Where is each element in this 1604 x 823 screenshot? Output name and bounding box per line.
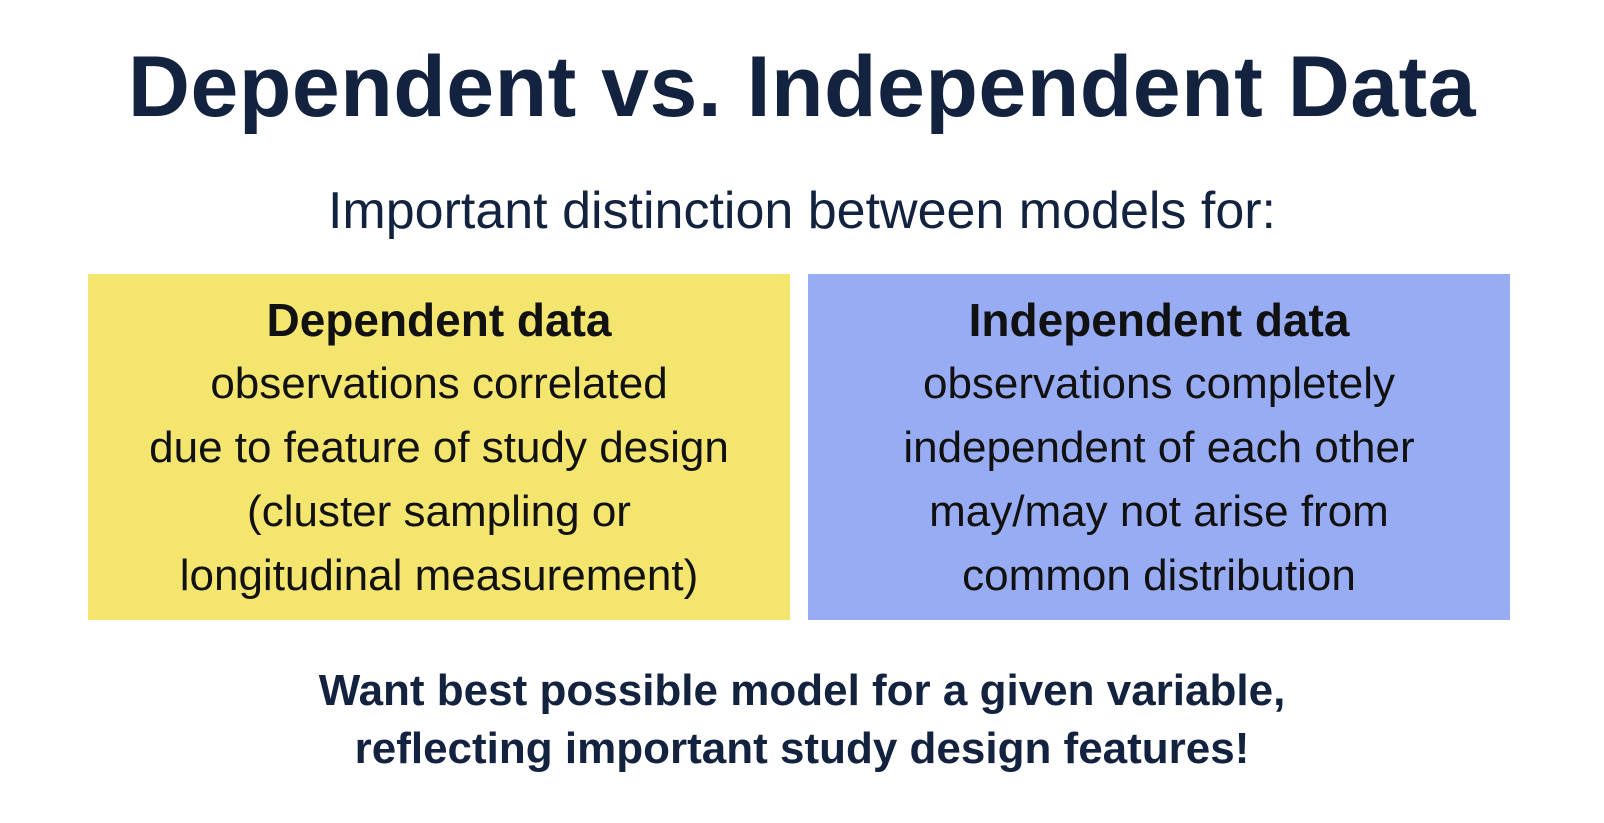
dependent-data-line: longitudinal measurement) bbox=[179, 551, 699, 600]
independent-data-box: Independent data observations completely… bbox=[808, 274, 1510, 620]
dependent-data-line: observations correlated bbox=[210, 359, 668, 408]
independent-data-line: may/may not arise from bbox=[929, 487, 1389, 536]
footer-line: reflecting important study design featur… bbox=[354, 724, 1250, 773]
independent-data-line: independent of each other bbox=[903, 423, 1415, 472]
independent-data-heading: Independent data bbox=[968, 294, 1350, 346]
dependent-data-line: due to feature of study design bbox=[149, 423, 729, 472]
dependent-data-box: Dependent data observations correlated d… bbox=[88, 274, 790, 620]
independent-data-line: observations completely bbox=[922, 359, 1395, 408]
slide-title: Dependent vs. Independent Data bbox=[127, 39, 1477, 135]
footer-line: Want best possible model for a given var… bbox=[318, 666, 1286, 715]
slide-footer: Want best possible model for a given var… bbox=[0, 662, 1604, 778]
dependent-data-line: (cluster sampling or bbox=[247, 487, 631, 536]
slide-subtitle: Important distinction between models for… bbox=[327, 182, 1277, 240]
independent-data-line: common distribution bbox=[962, 551, 1356, 600]
dependent-data-heading: Dependent data bbox=[266, 294, 612, 346]
